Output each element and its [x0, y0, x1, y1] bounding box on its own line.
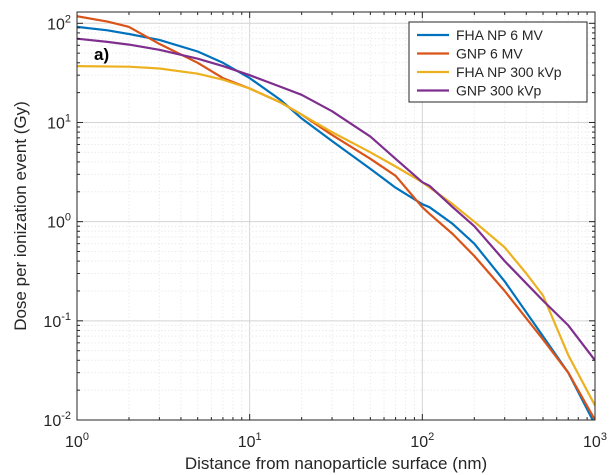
series-layer: [77, 15, 595, 420]
y-tick-label: 10-2: [43, 410, 71, 430]
series-line-2: [77, 15, 595, 420]
y-tick-label: 10-1: [43, 311, 71, 331]
series-line-1: [77, 25, 594, 420]
x-tick-label: 101: [238, 431, 262, 451]
y-tick-label: 102: [47, 13, 71, 33]
x-tick-label: 102: [410, 431, 434, 451]
x-tick-label: 100: [65, 431, 89, 451]
plot-frame: [76, 11, 596, 421]
legend-label: GNP 6 MV: [456, 46, 523, 62]
panel-label: a): [94, 45, 109, 64]
series-line-3: [77, 65, 595, 407]
y-axis-label: Dose per ionization event (Gy): [11, 101, 30, 331]
x-tick-labels: 100 101 102 103: [65, 431, 607, 451]
ticks: [76, 12, 595, 421]
y-tick-labels: 10-2 10-1 100 101 102: [43, 13, 71, 430]
legend-label: FHA NP 6 MV: [456, 27, 544, 43]
grid: [76, 12, 596, 421]
x-axis-label: Distance from nanoparticle surface (nm): [185, 454, 487, 473]
y-tick-label: 101: [47, 112, 71, 132]
x-tick-label: 103: [583, 431, 607, 451]
legend: FHA NP 6 MV GNP 6 MV FHA NP 300 kVp GNP 300…: [408, 21, 588, 103]
series-line-4: [77, 37, 595, 361]
legend-label: FHA NP 300 kVp: [456, 64, 562, 80]
legend-label: GNP 300 kVp: [456, 83, 542, 99]
y-tick-label: 100: [47, 212, 71, 232]
